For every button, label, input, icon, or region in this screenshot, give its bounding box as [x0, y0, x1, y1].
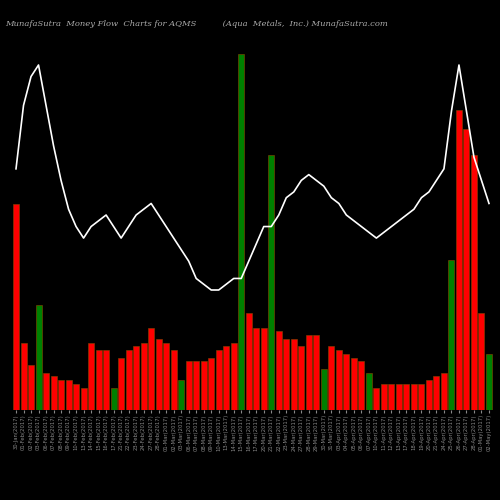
Bar — [88, 342, 94, 410]
Bar — [28, 365, 34, 410]
Bar — [238, 54, 244, 410]
Bar — [276, 331, 282, 410]
Bar — [396, 384, 402, 410]
Bar — [471, 155, 477, 410]
Bar — [478, 312, 484, 410]
Bar — [66, 380, 71, 410]
Bar — [20, 342, 26, 410]
Bar — [441, 372, 447, 410]
Bar — [486, 354, 492, 410]
Bar — [411, 384, 417, 410]
Bar — [80, 388, 86, 410]
Bar — [388, 384, 394, 410]
Bar — [118, 358, 124, 410]
Bar — [456, 110, 462, 410]
Bar — [314, 335, 320, 410]
Bar — [434, 376, 440, 410]
Bar — [163, 342, 169, 410]
Bar — [140, 342, 146, 410]
Bar — [73, 384, 79, 410]
Bar — [298, 346, 304, 410]
Bar — [261, 328, 267, 410]
Bar — [464, 129, 469, 410]
Bar — [230, 342, 236, 410]
Bar — [216, 350, 222, 410]
Bar — [223, 346, 229, 410]
Bar — [418, 384, 424, 410]
Bar — [58, 380, 64, 410]
Bar — [13, 204, 19, 410]
Bar — [291, 339, 297, 410]
Bar — [246, 312, 252, 410]
Bar — [366, 372, 372, 410]
Bar — [43, 372, 49, 410]
Bar — [448, 260, 454, 410]
Bar — [208, 358, 214, 410]
Bar — [186, 361, 192, 410]
Bar — [110, 388, 116, 410]
Bar — [133, 346, 139, 410]
Bar — [426, 380, 432, 410]
Bar — [358, 361, 364, 410]
Bar — [96, 350, 102, 410]
Bar — [404, 384, 409, 410]
Bar — [254, 328, 260, 410]
Bar — [381, 384, 387, 410]
Bar — [200, 361, 206, 410]
Bar — [36, 305, 42, 410]
Bar — [50, 376, 56, 410]
Bar — [268, 155, 274, 410]
Bar — [148, 328, 154, 410]
Bar — [284, 339, 290, 410]
Bar — [178, 380, 184, 410]
Text: MunafaSutra  Money Flow  Charts for AQMS          (Aqua  Metals,  Inc.) MunafaSu: MunafaSutra Money Flow Charts for AQMS (… — [5, 20, 388, 28]
Bar — [170, 350, 176, 410]
Bar — [374, 388, 380, 410]
Bar — [328, 346, 334, 410]
Bar — [321, 369, 327, 410]
Bar — [103, 350, 109, 410]
Bar — [193, 361, 199, 410]
Bar — [344, 354, 349, 410]
Bar — [336, 350, 342, 410]
Bar — [156, 339, 162, 410]
Bar — [126, 350, 132, 410]
Bar — [306, 335, 312, 410]
Bar — [351, 358, 357, 410]
